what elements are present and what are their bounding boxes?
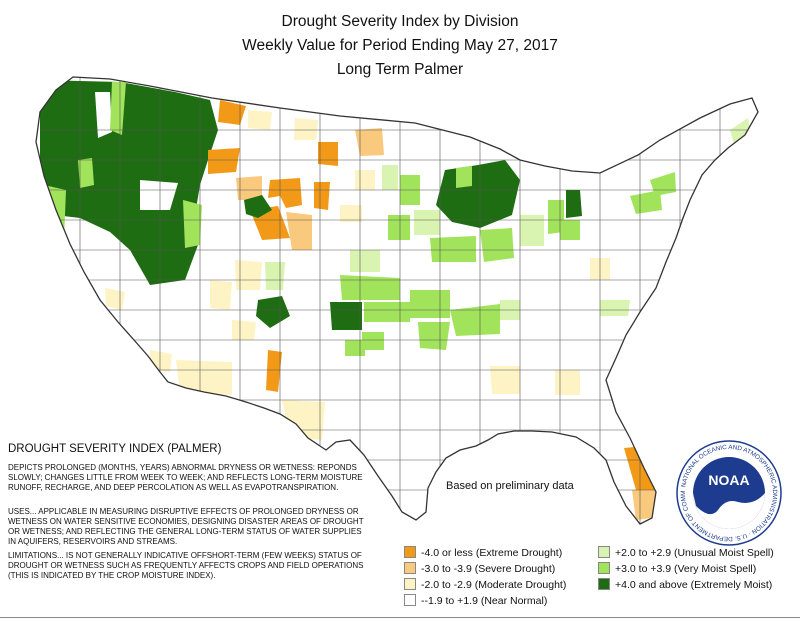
legend-item-extremely-moist: +4.0 and above (Extremely Moist) bbox=[598, 578, 772, 591]
map-title: Drought Severity Index by Division bbox=[281, 13, 519, 30]
legend-swatch bbox=[404, 546, 416, 558]
map-subtitle-index: Long Term Palmer bbox=[336, 61, 464, 78]
division-va-unusual-moist bbox=[600, 300, 630, 316]
division-ky-very-moist bbox=[450, 304, 500, 336]
logo-gull bbox=[710, 493, 746, 506]
division-ut-unusual-moist bbox=[265, 262, 285, 290]
division-in-unusual-moist bbox=[520, 215, 544, 246]
division-wa-coast-very-moist bbox=[110, 82, 126, 135]
division-tx-north-very-moist bbox=[362, 332, 384, 350]
division-ne-south-unusual-moist bbox=[350, 250, 380, 272]
division-co-extremely-moist bbox=[256, 296, 290, 328]
division-wi-north-very-moist bbox=[456, 166, 472, 188]
legend-swatch bbox=[598, 562, 610, 574]
division-mt-east-extreme-drought bbox=[318, 142, 338, 166]
division-mt-north-moderate-drought bbox=[248, 110, 272, 130]
info-limitations-text: LIMITATIONS... IS NOT GENERALLY INDICATI… bbox=[8, 551, 364, 580]
legend-swatch bbox=[404, 562, 416, 574]
division-ks-very-moist bbox=[340, 275, 400, 300]
map-subtitle-period: Weekly Value for Period Ending May 27, 2… bbox=[242, 37, 558, 54]
division-ms-moderate-drought bbox=[490, 366, 520, 394]
division-ok-very-moist bbox=[364, 302, 410, 322]
info-uses-text: USES... APPLICABLE IN MEASURING DISRUPTI… bbox=[8, 507, 364, 546]
division-nd-severe-drought bbox=[355, 128, 384, 156]
legend-swatch bbox=[404, 578, 416, 590]
division-ne-moderate-drought bbox=[340, 205, 362, 222]
division-oh-very-moist bbox=[560, 220, 580, 240]
division-mt-sw-extreme-drought bbox=[208, 148, 240, 174]
division-ia-south-very-moist bbox=[430, 236, 476, 262]
logo-wordmark: NOAA bbox=[708, 472, 749, 488]
noaa-logo: NATIONAL OCEANIC AND ATMOSPHERIC ADMINIS… bbox=[676, 440, 782, 546]
division-mt-central-extreme-drought bbox=[218, 100, 246, 125]
division-mt-moderate-drought bbox=[294, 118, 318, 140]
division-nm-moderate-drought bbox=[232, 320, 256, 340]
legend-item-moderate-drought: -2.0 to -2.9 (Moderate Drought) bbox=[404, 578, 566, 591]
division-ks-extremely-moist bbox=[330, 302, 362, 330]
division-mn-west-unusual-moist bbox=[382, 165, 398, 190]
legend-item-unusual-moist: +2.0 to +2.9 (Unusual Moist Spell) bbox=[598, 546, 774, 559]
preliminary-data-note: Based on preliminary data bbox=[446, 480, 574, 492]
legend-swatch bbox=[598, 578, 610, 590]
division-al-moderate-drought bbox=[555, 370, 580, 395]
division-nv-moderate-drought bbox=[210, 280, 232, 310]
legend-item-severe-drought: -3.0 to -3.9 (Severe Drought) bbox=[404, 562, 555, 575]
division-or-near-normal bbox=[140, 180, 178, 210]
legend-item-very-moist: +3.0 to +3.9 (Very Moist Spell) bbox=[598, 562, 756, 575]
division-pa-very-moist bbox=[630, 190, 662, 214]
bottom-rule bbox=[0, 617, 800, 618]
division-az-moderate-drought bbox=[176, 360, 232, 395]
division-wa-or-id-extremely-moist bbox=[40, 80, 218, 285]
division-ar-very-moist bbox=[418, 322, 450, 350]
division-ia-unusual-moist bbox=[414, 210, 440, 235]
division-mi-north-very-moist bbox=[540, 142, 562, 164]
division-wy-extreme-drought bbox=[268, 178, 302, 208]
division-or-east-very-moist bbox=[78, 158, 94, 188]
logo-gull-wave bbox=[693, 493, 765, 529]
division-nm-extreme-drought bbox=[266, 350, 282, 392]
legend-swatch bbox=[598, 546, 610, 558]
division-fl-south-severe-drought bbox=[632, 490, 656, 520]
division-wy-se-severe-drought bbox=[286, 212, 312, 250]
division-wy-west-severe-drought bbox=[236, 176, 262, 200]
division-wa-near-normal bbox=[95, 92, 112, 138]
info-heading: DROUGHT SEVERITY INDEX (PALMER) bbox=[8, 443, 222, 455]
division-or-coast-very-moist bbox=[44, 185, 66, 240]
legend-item-near-normal: --1.9 to +1.9 (Near Normal) bbox=[404, 594, 547, 607]
division-wy-yellowstone-extremely-moist bbox=[244, 195, 272, 218]
division-il-very-moist bbox=[480, 228, 514, 262]
division-ut-moderate-drought bbox=[235, 260, 262, 290]
legend-swatch bbox=[404, 594, 416, 606]
division-mi-extremely-moist bbox=[566, 190, 582, 218]
info-depicts-text: DEPICTS PROLONGED (MONTHS, YEARS) ABNORM… bbox=[8, 463, 363, 492]
division-mo-very-moist bbox=[410, 290, 450, 318]
division-sd-moderate-drought bbox=[355, 170, 375, 190]
division-id-very-moist bbox=[183, 200, 202, 248]
legend-item-extreme-drought: -4.0 or less (Extreme Drought) bbox=[404, 546, 562, 559]
division-wy-ne-extreme-drought bbox=[314, 182, 330, 210]
division-ne-east-very-moist bbox=[388, 215, 410, 240]
